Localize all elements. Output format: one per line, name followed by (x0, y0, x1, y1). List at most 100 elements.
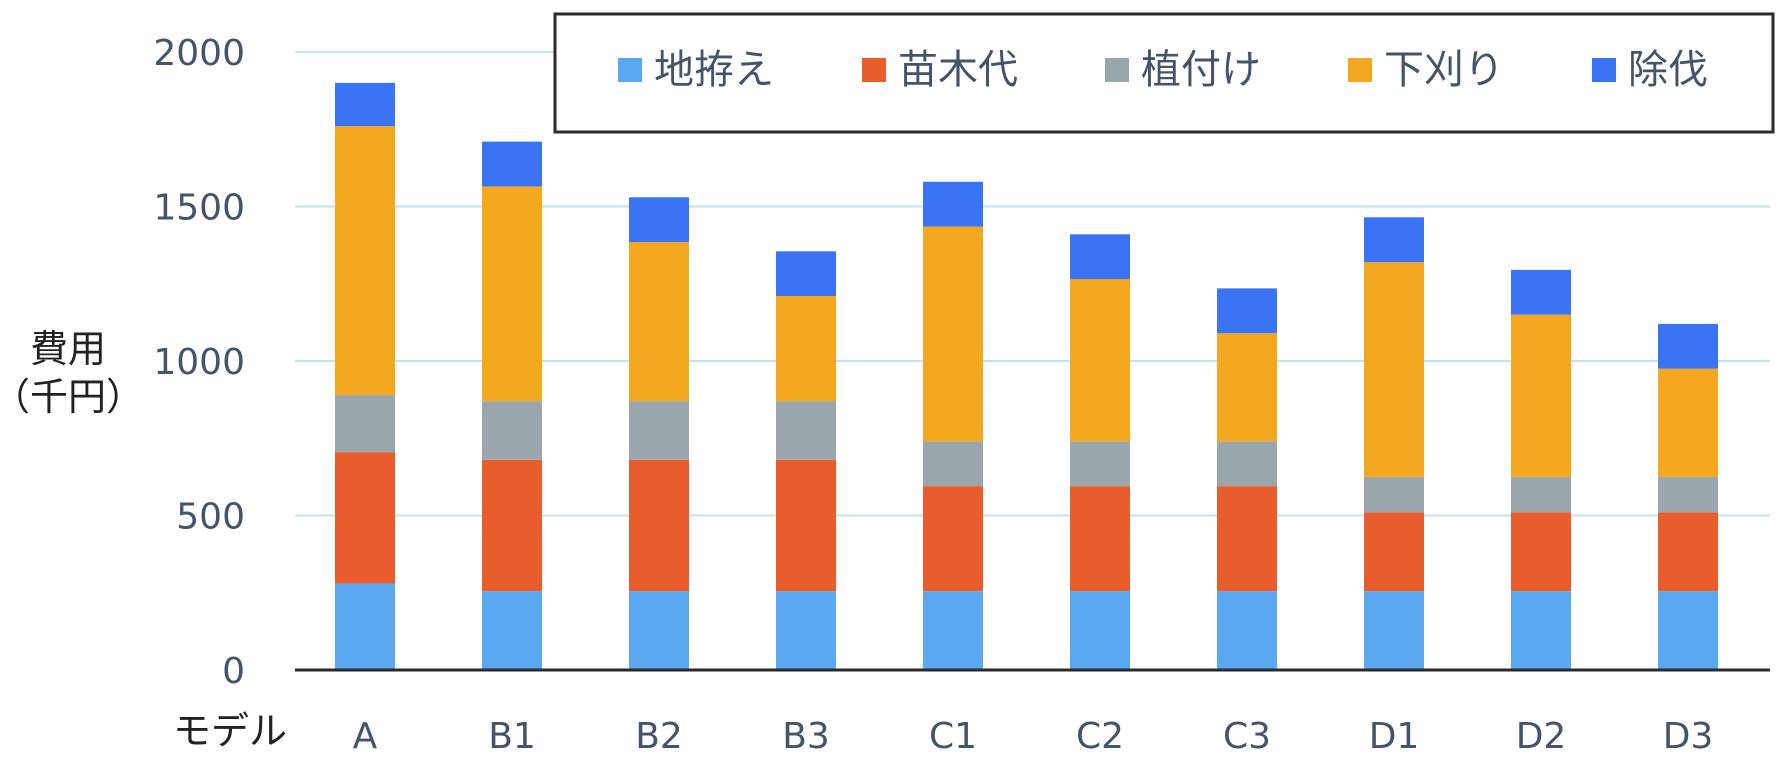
y-axis-label-line2: （千円） (0, 375, 144, 419)
legend-item-1: 苗木代 (862, 47, 1018, 93)
bar-segment-C2-4 (1070, 234, 1130, 280)
bar-stack-B3 (776, 251, 836, 670)
y-tick-label: 500 (176, 497, 245, 538)
bar-segment-A-4 (335, 82, 395, 127)
bar-stack-B2 (629, 197, 689, 670)
bar-segment-D3-3 (1658, 368, 1718, 477)
bar-segment-D2-4 (1511, 269, 1571, 315)
bar-stack-D2 (1511, 269, 1571, 670)
bar-segment-B1-2 (482, 401, 542, 460)
bar-segment-D2-0 (1511, 591, 1571, 670)
x-tick-label: B1 (488, 716, 536, 757)
bar-segment-B1-4 (482, 141, 542, 187)
bar-segment-C1-0 (923, 591, 983, 670)
bar-segment-D3-2 (1658, 476, 1718, 513)
legend-label: 地拵え (654, 47, 774, 93)
legend-swatch (1592, 58, 1616, 82)
legend-frame (553, 12, 1775, 134)
bar-segment-D2-3 (1511, 314, 1571, 477)
bar-segment-A-2 (335, 394, 395, 453)
bar-segment-D1-4 (1364, 217, 1424, 263)
bar-segment-B3-0 (776, 591, 836, 670)
bar-segment-C1-3 (923, 226, 983, 442)
x-tick-labels: A B1 B2 B3 C1 C2 C3 D1 D2 D3 (353, 716, 1714, 757)
bars (335, 82, 1718, 670)
x-tick-label: D2 (1516, 716, 1567, 757)
legend-swatch (1105, 58, 1129, 82)
legend-item-0: 地拵え (618, 47, 774, 93)
bar-stack-C2 (1070, 234, 1130, 670)
x-tick-label: D3 (1663, 716, 1714, 757)
x-tick-label: D1 (1369, 716, 1420, 757)
bar-segment-C1-1 (923, 486, 983, 592)
bar-segment-A-3 (335, 126, 395, 395)
bar-segment-C1-4 (923, 181, 983, 227)
bar-segment-C3-4 (1217, 288, 1277, 334)
bar-stack-C3 (1217, 288, 1277, 670)
x-tick-label: B3 (782, 716, 830, 757)
bar-segment-C3-0 (1217, 591, 1277, 670)
bar-segment-D1-1 (1364, 512, 1424, 592)
legend-swatch (618, 58, 642, 82)
y-tick-label: 1000 (153, 342, 245, 383)
legend-label: 除伐 (1628, 47, 1708, 93)
bar-stack-C1 (923, 181, 983, 670)
bar-segment-B3-3 (776, 296, 836, 402)
bar-segment-D1-2 (1364, 476, 1424, 513)
bar-segment-C2-2 (1070, 441, 1130, 487)
bar-segment-A-0 (335, 583, 395, 670)
bar-segment-B2-4 (629, 197, 689, 243)
bar-segment-B3-1 (776, 459, 836, 592)
bar-segment-B2-1 (629, 459, 689, 592)
bar-segment-C1-2 (923, 441, 983, 487)
bar-segment-A-1 (335, 452, 395, 584)
bar-segment-B3-4 (776, 251, 836, 297)
y-tick-label: 2000 (153, 33, 245, 74)
bar-segment-D1-3 (1364, 262, 1424, 477)
bar-segment-B1-0 (482, 591, 542, 670)
legend-item-3: 下刈り (1348, 47, 1504, 93)
bar-stack-D1 (1364, 217, 1424, 670)
bar-segment-B1-3 (482, 186, 542, 402)
legend-swatch (1348, 58, 1372, 82)
legend: 地拵え 苗木代 植付け 下刈り 除伐 (553, 12, 1775, 134)
bar-segment-C3-1 (1217, 486, 1277, 592)
bar-segment-B2-0 (629, 591, 689, 670)
y-axis-label-line1: 費用 (30, 327, 106, 371)
y-tick-labels: 0 500 1000 1500 2000 (153, 33, 245, 692)
x-tick-label: B2 (635, 716, 683, 757)
bar-segment-B2-3 (629, 242, 689, 402)
bar-segment-C2-0 (1070, 591, 1130, 670)
bar-segment-C2-1 (1070, 486, 1130, 592)
bar-segment-B3-2 (776, 401, 836, 460)
bar-segment-D3-0 (1658, 591, 1718, 670)
bar-segment-D2-2 (1511, 476, 1571, 513)
y-tick-label: 0 (222, 651, 245, 692)
bar-segment-B2-2 (629, 401, 689, 460)
bar-segment-C2-3 (1070, 279, 1130, 442)
x-tick-label: A (353, 716, 378, 757)
x-axis-label: モデル (173, 709, 287, 753)
legend-swatch (862, 58, 886, 82)
bar-stack-A (335, 82, 395, 670)
bar-segment-D3-4 (1658, 323, 1718, 369)
legend-item-4: 除伐 (1592, 47, 1708, 93)
legend-items: 地拵え 苗木代 植付け 下刈り 除伐 (618, 47, 1708, 93)
bar-segment-C3-3 (1217, 333, 1277, 442)
y-tick-label: 1500 (153, 188, 245, 229)
x-tick-label: C1 (929, 716, 977, 757)
legend-label: 下刈り (1384, 47, 1504, 93)
bar-segment-D1-0 (1364, 591, 1424, 670)
x-tick-label: C2 (1076, 716, 1124, 757)
bar-stack-B1 (482, 141, 542, 670)
legend-label: 苗木代 (898, 47, 1018, 93)
bar-segment-D2-1 (1511, 512, 1571, 592)
x-tick-label: C3 (1223, 716, 1271, 757)
legend-item-2: 植付け (1105, 47, 1261, 93)
bar-segment-B1-1 (482, 459, 542, 592)
legend-label: 植付け (1141, 47, 1261, 93)
bar-stack-D3 (1658, 323, 1718, 670)
bar-segment-D3-1 (1658, 512, 1718, 592)
